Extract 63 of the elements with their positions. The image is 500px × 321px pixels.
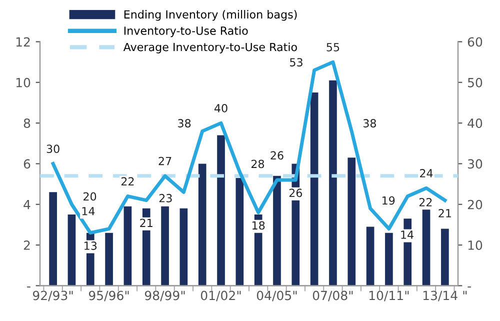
y2-tick-label: 20: [468, 200, 482, 210]
bar: [198, 164, 206, 286]
legend-label: Ending Inventory (million bags): [124, 10, 297, 21]
bar: [105, 232, 113, 286]
y2-tick-label: 10: [468, 240, 482, 250]
bar: [236, 178, 244, 286]
y2-tick-label: 40: [468, 118, 482, 128]
data-label: 28: [251, 160, 264, 168]
data-label: 24: [420, 169, 433, 178]
data-label: 18: [252, 221, 265, 230]
bar: [329, 80, 337, 286]
data-label: 21: [140, 218, 152, 227]
bar: [310, 92, 318, 286]
bar: [348, 158, 356, 286]
y-tick-label: 10: [16, 78, 30, 88]
data-label: 26: [270, 151, 284, 160]
data-label: 14: [82, 207, 95, 216]
bar: [422, 208, 430, 286]
data-label: 27: [158, 156, 172, 166]
y-tick-label: 8: [24, 118, 30, 128]
data-label: 53: [290, 58, 302, 66]
x-tick-label: 13/14 ": [423, 290, 467, 302]
bar: [180, 208, 188, 286]
legend-label: Inventory-to-Use Ratio: [124, 26, 248, 38]
x-tick-label: 98/99": [144, 290, 185, 302]
x-tick-label: 92/93": [32, 290, 73, 302]
data-label: 14: [401, 230, 414, 239]
x-tick-label: 95/96": [88, 290, 129, 302]
bar: [273, 176, 281, 286]
data-label: 38: [178, 119, 191, 128]
y-tick-label: -: [27, 286, 30, 288]
y-tick-label: 4: [24, 200, 30, 210]
data-label: 22: [419, 198, 432, 206]
y2-tick-label: 50: [468, 78, 482, 88]
x-tick-label: 07/08": [312, 290, 353, 302]
y2-tick-label: 60: [468, 37, 482, 47]
bar: [49, 192, 57, 286]
data-label: 40: [214, 104, 228, 112]
bar: [124, 206, 132, 286]
y2-tick-label: 30: [468, 159, 482, 169]
bar: [385, 232, 393, 286]
data-label: 23: [159, 194, 172, 202]
data-label: 55: [326, 43, 340, 52]
x-tick-label: 04/05": [256, 290, 297, 302]
y-tick-label: 6: [24, 159, 30, 169]
data-label: 13: [84, 242, 97, 250]
data-label: 38: [363, 119, 376, 128]
data-label: 19: [382, 196, 395, 205]
y-tick-label: 12: [16, 37, 30, 46]
y-tick-label: 2: [24, 240, 30, 250]
x-tick-label: 10/11": [369, 290, 409, 302]
data-label: 30: [46, 144, 60, 154]
data-label: 20: [84, 192, 96, 201]
y2-tick-label: -: [468, 286, 471, 288]
bar: [441, 228, 449, 286]
x-tick-label: 01/02": [200, 290, 241, 302]
data-label: 22: [121, 177, 134, 186]
data-label: 26: [289, 188, 302, 198]
bar: [217, 135, 225, 286]
bar: [68, 214, 76, 286]
legend-label: Average Inventory-to-Use Ratio: [123, 42, 297, 54]
bar: [366, 226, 374, 286]
data-label: 21: [438, 209, 451, 218]
